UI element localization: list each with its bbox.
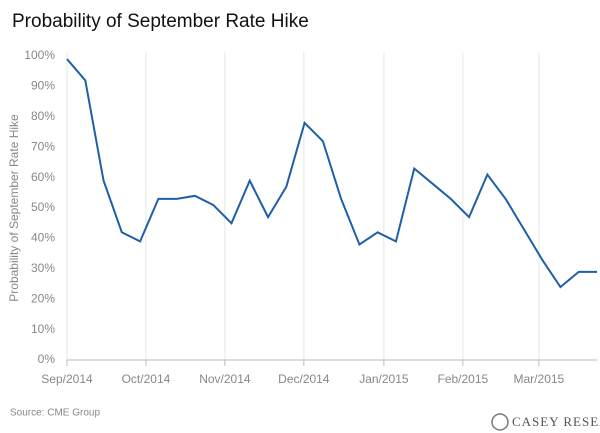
x-tick-label: Sep/2014 [41,372,93,386]
chart-title: Probability of September Rate Hike [12,11,309,32]
x-tick-label: Oct/2014 [122,372,171,386]
x-tick-label: Nov/2014 [199,372,251,386]
y-tick-label: 0% [38,352,56,366]
y-tick-label: 50% [31,200,55,214]
y-tick-label: 30% [31,261,55,275]
y-tick-label: 70% [31,139,55,153]
y-tick-label: 60% [31,170,55,184]
x-tick-label: Jan/2015 [359,372,409,386]
line [66,58,597,289]
y-tick-label: 10% [31,322,55,336]
source: Source: CME Group [10,408,100,419]
x-tick-label: Dec/2014 [278,372,330,386]
brand: CASEY RESEARCH [512,414,600,429]
y-tick-label: 20% [31,291,55,305]
y-tick-label: 40% [31,231,55,245]
x-tick-label: Mar/2015 [514,372,565,386]
y-tick-label: 80% [31,109,55,123]
x-tick-label: Feb/2015 [437,372,488,386]
y-axis-label: Probability of September Rate Hike [7,114,21,302]
logo-icon [491,413,509,431]
y-tick-label: 100% [24,48,55,62]
y-tick-label: 90% [31,79,55,93]
